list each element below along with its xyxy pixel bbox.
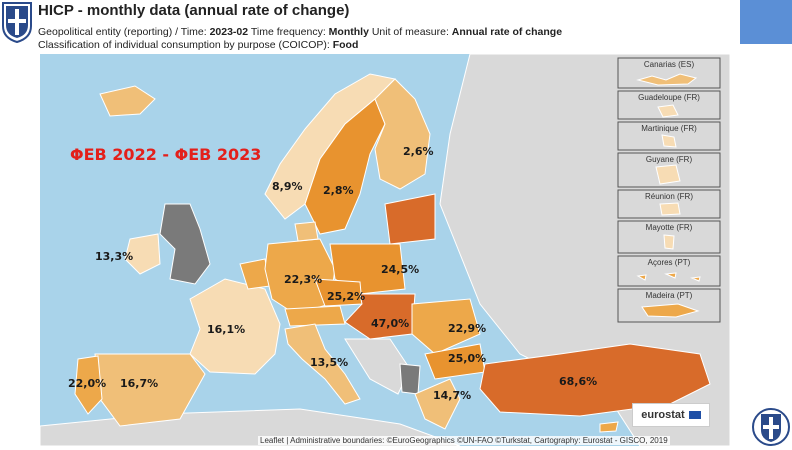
greek-emblem-logo xyxy=(2,2,32,44)
inset-label-mayotte: Mayotte (FR) xyxy=(646,223,693,232)
ireland xyxy=(124,233,161,275)
turkey xyxy=(479,343,711,417)
inset-label-madeira: Madeira (PT) xyxy=(646,291,693,300)
value-label-turkey: 68,6% xyxy=(559,375,597,388)
austria xyxy=(284,305,346,327)
cyprus xyxy=(599,421,619,433)
sweden xyxy=(304,98,386,235)
italy xyxy=(284,323,361,405)
value-label-ireland: 13,3% xyxy=(95,250,133,263)
greece xyxy=(414,378,461,430)
inset-label-canarias: Canarias (ES) xyxy=(644,60,695,69)
coicop-line: Classification of individual consumption… xyxy=(38,39,359,51)
eurostat-logo: eurostat xyxy=(632,403,710,427)
united-kingdom xyxy=(159,203,211,285)
france xyxy=(189,278,281,375)
europe-map[interactable]: Canarias (ES) Guadeloupe (FR) Martinique… xyxy=(40,54,730,446)
romania xyxy=(411,298,481,355)
value-label-romania: 22,9% xyxy=(448,322,486,335)
inset-label-guyane: Guyane (FR) xyxy=(646,155,693,164)
inset-label-martinique: Martinique (FR) xyxy=(641,124,697,133)
value-label-france: 16,1% xyxy=(207,323,245,336)
value-label-germany: 22,3% xyxy=(284,273,322,286)
inset-label-guadeloupe: Guadeloupe (FR) xyxy=(638,93,700,102)
filter-line: Geopolitical entity (reporting) / Time: … xyxy=(38,26,563,38)
baltics xyxy=(384,193,436,245)
eu-flag-icon xyxy=(688,411,701,419)
corner-decoration xyxy=(740,0,792,44)
value-label-hungary: 47,0% xyxy=(371,317,409,330)
iceland xyxy=(99,85,156,117)
albania-north-macedonia xyxy=(399,363,421,395)
value-label-czechia: 25,2% xyxy=(327,290,365,303)
finland xyxy=(374,78,431,190)
value-label-portugal: 22,0% xyxy=(68,377,106,390)
value-label-greece: 14,7% xyxy=(433,389,471,402)
value-label-spain: 16,7% xyxy=(120,377,158,390)
chart-title: HICP - monthly data (annual rate of chan… xyxy=(38,2,350,19)
value-label-norway: 8,9% xyxy=(272,180,303,193)
value-label-italy: 13,5% xyxy=(310,356,348,369)
value-label-finland: 2,6% xyxy=(403,145,434,158)
greek-emblem-logo-bottom xyxy=(752,408,790,446)
denmark xyxy=(294,221,319,242)
inset-label-acores: Açores (PT) xyxy=(648,258,691,267)
period-label: ΦΕΒ 2022 - ΦΕΒ 2023 xyxy=(70,145,261,164)
value-label-sweden: 2,8% xyxy=(323,184,354,197)
value-label-bulgaria: 25,0% xyxy=(448,352,486,365)
portugal xyxy=(74,355,103,415)
map-attribution[interactable]: Leaflet | Administrative boundaries: ©Eu… xyxy=(258,436,670,445)
inset-panel: Canarias (ES) Guadeloupe (FR) Martinique… xyxy=(617,57,721,323)
value-label-poland: 24,5% xyxy=(381,263,419,276)
inset-label-reunion: Réunion (FR) xyxy=(645,192,693,201)
